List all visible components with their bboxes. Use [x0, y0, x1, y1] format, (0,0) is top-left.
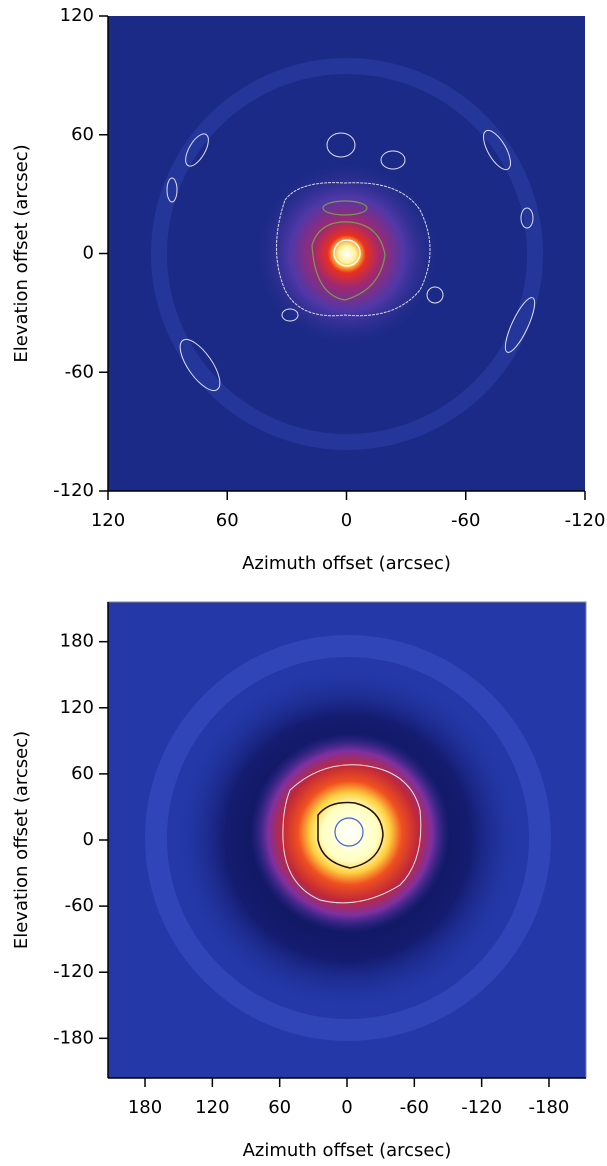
- y-tick-label: -180: [53, 1027, 94, 1048]
- x-tick-label: 60: [268, 1097, 291, 1118]
- y-tick-label: -120: [53, 480, 94, 501]
- beam-map-bottom: [107, 601, 587, 1079]
- sidelobe-contours: [166, 129, 536, 392]
- axes: 120 60 0 -60 -120 -120 -60 0 60 120 Azimuth offset…: [11, 5, 605, 1161]
- sidelobe-ring: [151, 58, 543, 450]
- x-tick-label: 180: [128, 1097, 162, 1118]
- y-tick-label: 60: [71, 763, 94, 784]
- x-tick-label: -180: [529, 1097, 570, 1118]
- contour: [276, 182, 431, 317]
- y-tick-label: 180: [60, 631, 94, 652]
- x-tick-label: 120: [195, 1097, 229, 1118]
- x-tick-label: -120: [461, 1097, 502, 1118]
- main-beam: [252, 159, 442, 349]
- x-tick-label: 120: [91, 510, 125, 531]
- y-tick-label: -60: [65, 361, 94, 382]
- x-tick-label: -120: [565, 510, 606, 531]
- contour: [334, 817, 364, 847]
- contour: [317, 801, 384, 869]
- x-tick-label: 0: [341, 510, 352, 531]
- x-axis-label: Azimuth offset (arcsec): [242, 553, 451, 574]
- contour: [322, 200, 368, 216]
- x-tick-label: -60: [400, 1097, 429, 1118]
- main-beam: [250, 733, 450, 933]
- beam-map-top: [108, 16, 585, 491]
- x-axis-label: Azimuth offset (arcsec): [243, 1140, 452, 1161]
- y-tick-label: -60: [65, 895, 94, 916]
- contour: [282, 764, 422, 904]
- y-tick-label: 120: [60, 697, 94, 718]
- y-tick-label: -120: [53, 961, 94, 982]
- y-tick-label: 120: [60, 5, 94, 26]
- y-axis-label: Elevation offset (arcsec): [11, 144, 32, 362]
- contour: [333, 239, 361, 267]
- x-tick-label: 0: [341, 1097, 352, 1118]
- x-tick-label: 60: [216, 510, 239, 531]
- sidelobe-ring: [145, 635, 551, 1041]
- y-tick-label: 0: [83, 829, 94, 850]
- y-tick-label: 0: [83, 243, 94, 264]
- y-axis-label: Elevation offset (arcsec): [11, 731, 32, 949]
- contour: [311, 221, 386, 301]
- y-tick-label: 60: [71, 124, 94, 145]
- x-tick-label: -60: [451, 510, 480, 531]
